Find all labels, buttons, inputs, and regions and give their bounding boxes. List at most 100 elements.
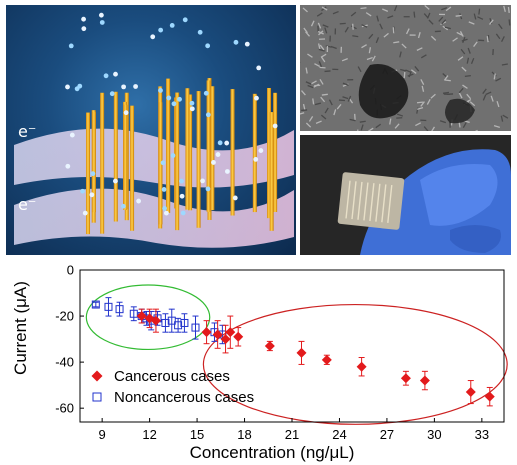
noncancerous-point (167, 316, 176, 325)
sem-grain (360, 7, 367, 10)
sem-grain (482, 94, 487, 101)
legend-marker-noncancerous (92, 392, 102, 402)
dna-molecule (68, 43, 74, 49)
sem-grain (500, 115, 504, 122)
sem-grain (376, 15, 380, 22)
sem-grain (441, 7, 448, 11)
sem-grain (417, 106, 424, 110)
dna-molecules (65, 12, 278, 216)
cancerous-point (296, 347, 307, 358)
sem-grain (423, 126, 429, 131)
sem-grain (502, 114, 509, 119)
sem-grain (399, 51, 402, 58)
dna-molecule (82, 210, 88, 216)
cancerous-point (264, 341, 275, 351)
noncancerous-point (180, 318, 189, 327)
sem-grain (305, 31, 311, 37)
sem-grain (303, 27, 308, 34)
sem-grain (314, 102, 322, 106)
sem-grain (413, 11, 416, 18)
dna-molecule (103, 73, 109, 79)
nanowire (267, 87, 272, 219)
sem-grain (507, 6, 510, 14)
sem-grain (330, 45, 337, 50)
sem-grain (302, 103, 306, 111)
sem-grain (403, 72, 406, 79)
sem-grain (501, 63, 508, 66)
sem-grain (320, 56, 326, 63)
sem-grain (310, 20, 315, 27)
sem-grain (469, 101, 476, 107)
sem-grain (336, 103, 342, 110)
x-tick-label: 21 (285, 427, 299, 442)
dna-molecule (81, 26, 87, 32)
sem-grain (466, 93, 472, 100)
x-tick-label: 24 (332, 427, 346, 442)
sem-grain (318, 30, 324, 36)
sem-grain (496, 100, 500, 108)
sem-grain (495, 33, 501, 40)
sem-grain (319, 66, 326, 69)
x-tick-label: 9 (99, 427, 106, 442)
dna-molecule (158, 88, 163, 93)
sem-grain (368, 33, 374, 40)
gold-nanowires (86, 78, 278, 235)
sem-grain (477, 16, 484, 20)
sem-grain (305, 67, 308, 74)
red-cluster-ellipse (202, 303, 508, 425)
dna-molecule (189, 106, 195, 112)
axes-layer: 9 12 15 18 21 24 27 30 33 0 -20 -40 -60 (55, 263, 505, 442)
green-cluster-ellipse (85, 284, 211, 351)
y-tick-label: -40 (55, 355, 74, 370)
dna-molecule (189, 100, 195, 106)
sem-grain (339, 22, 346, 25)
sem-micrograph (300, 5, 511, 131)
dna-molecule (182, 17, 188, 23)
dna-molecule (205, 43, 211, 49)
sem-grain (420, 79, 425, 85)
dna-molecule (169, 23, 175, 28)
sem-grain (410, 69, 417, 74)
sem-grain (430, 126, 436, 131)
sem-grain (460, 48, 466, 55)
gloved-hand-device-drawing (300, 135, 511, 255)
dna-molecule (166, 95, 172, 101)
y-tick-label: -60 (55, 401, 74, 416)
sem-grain (462, 122, 467, 128)
nanowire (269, 112, 274, 231)
dna-molecule (136, 198, 142, 204)
noncancerous-point (115, 305, 124, 314)
sem-grain (452, 37, 458, 42)
sem-grain (365, 12, 372, 17)
nanowire-illustration: e⁻ e⁻ (6, 5, 296, 255)
dna-molecule (254, 95, 259, 101)
dna-molecule (253, 156, 259, 162)
dna-molecule (224, 140, 230, 146)
chart-svg: 9 12 15 18 21 24 27 30 33 0 -20 -40 -60 Cancerous ca… (11, 263, 508, 462)
sem-grain (328, 99, 333, 106)
dna-molecule (171, 101, 177, 107)
sem-grain (320, 114, 327, 120)
sem-grain (442, 91, 450, 94)
sem-grain (325, 45, 332, 48)
sem-grain (318, 61, 323, 68)
dna-molecule (160, 160, 166, 166)
dna-molecule (232, 195, 238, 201)
sem-grain (317, 43, 321, 50)
sem-grain (371, 55, 376, 62)
sem-grain (417, 31, 421, 39)
cancerous-point (220, 334, 231, 345)
sem-grain (300, 90, 306, 96)
dna-molecule (217, 140, 223, 146)
sem-grain (315, 120, 322, 125)
sem-grain (401, 43, 407, 49)
dna-molecule (150, 34, 156, 40)
sem-grain (332, 10, 339, 15)
sem-grain (342, 82, 349, 86)
cancerous-point (400, 373, 411, 384)
x-tick-label: 18 (237, 427, 251, 442)
y-tick-label: 0 (67, 263, 74, 278)
sem-grain (428, 19, 434, 25)
dna-molecule (256, 65, 262, 71)
dna-molecule (99, 20, 105, 25)
